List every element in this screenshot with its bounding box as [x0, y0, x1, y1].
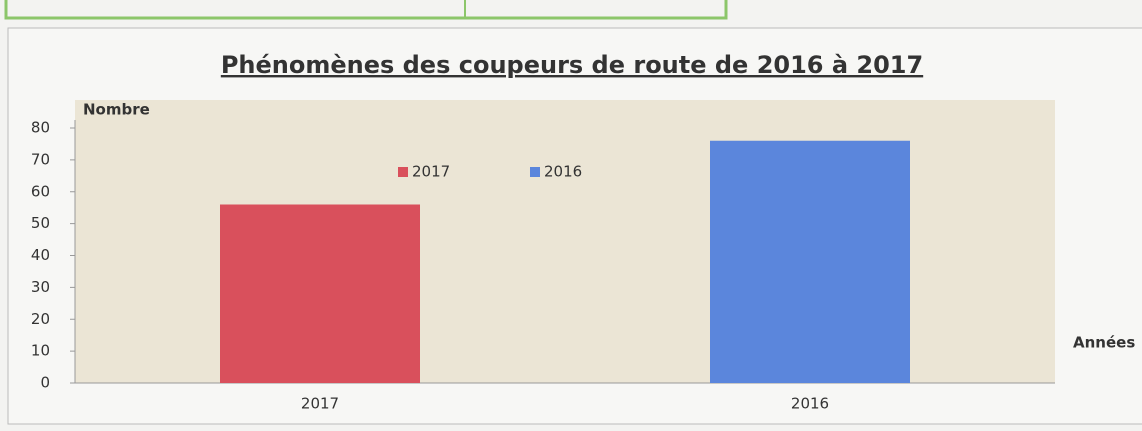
y-tick-label: 30: [31, 278, 50, 296]
y-tick-label: 60: [31, 182, 50, 200]
y-tick-label: 50: [31, 214, 50, 232]
y-tick-label: 10: [31, 342, 50, 360]
y-tick-label: 0: [40, 374, 50, 392]
chart-title: Phénomènes des coupeurs de route de 2016…: [221, 51, 923, 79]
top-box: [4, 0, 728, 20]
legend-label: 2016: [544, 163, 582, 181]
x-tick-label: 2016: [791, 395, 829, 413]
legend-label: 2017: [412, 163, 450, 181]
y-tick-label: 80: [31, 119, 50, 137]
bar: [710, 140, 910, 383]
legend-swatch: [530, 167, 540, 177]
x-tick-label: 2017: [301, 395, 339, 413]
y-tick-label: 20: [31, 310, 50, 328]
y-tick-label: 40: [31, 246, 50, 264]
y-tick-label: 70: [31, 150, 50, 168]
y-axis-label: Nombre: [83, 101, 150, 119]
x-axis-label: Années: [1073, 334, 1135, 352]
bar: [220, 204, 420, 383]
legend-swatch: [398, 167, 408, 177]
